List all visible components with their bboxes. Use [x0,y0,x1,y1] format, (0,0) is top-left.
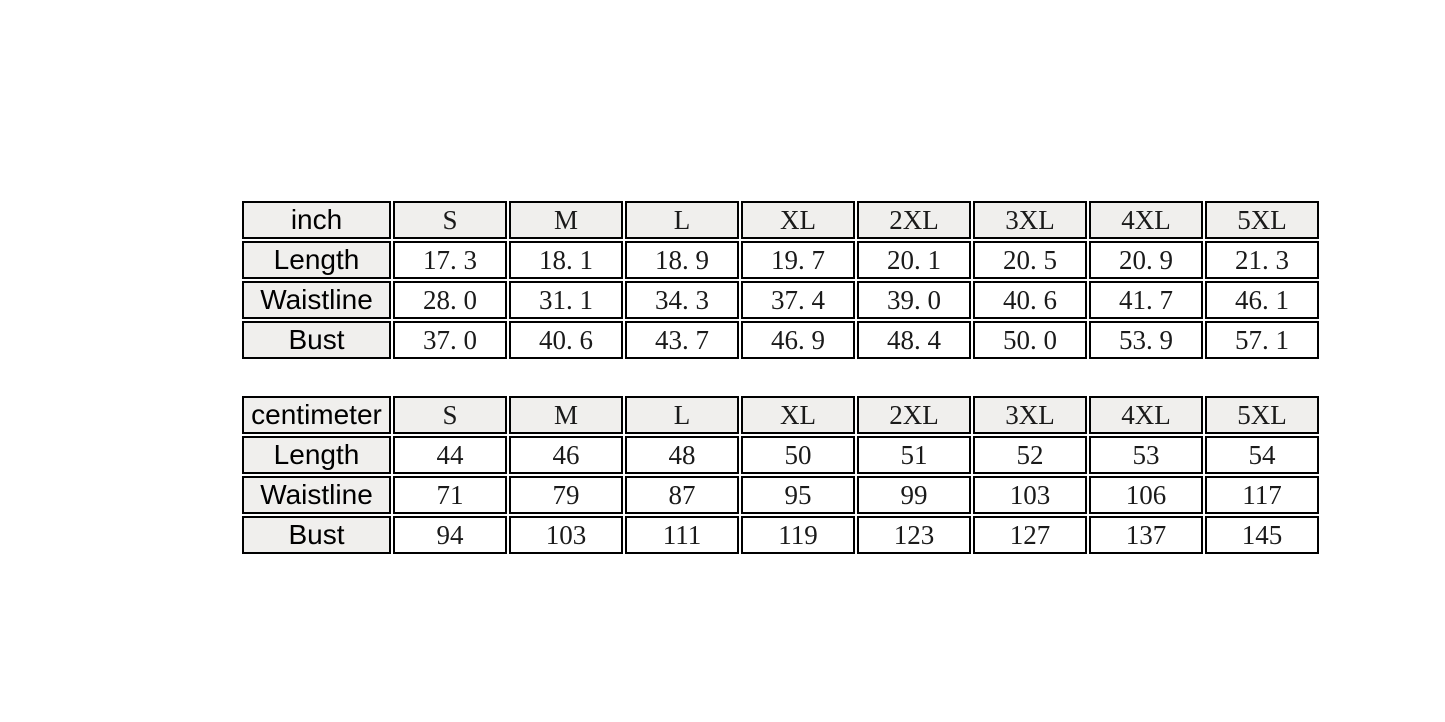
value-cell: 40. 6 [973,281,1087,319]
size-header-cell: 3XL [973,201,1087,239]
value-cell: 18. 1 [509,241,623,279]
row-label-cell: Bust [242,516,391,554]
size-header-cell: S [393,201,507,239]
value-cell: 19. 7 [741,241,855,279]
value-cell: 52 [973,436,1087,474]
value-cell: 21. 3 [1205,241,1319,279]
value-cell: 103 [509,516,623,554]
row-label-cell: Bust [242,321,391,359]
value-cell: 95 [741,476,855,514]
size-chart-inch-section: inch S M L XL 2XL 3XL 4XL 5XL Length 17. 3 18. 1 18.… [240,199,1321,361]
value-cell: 145 [1205,516,1319,554]
value-cell: 20. 1 [857,241,971,279]
header-row: centimeter S M L XL 2XL 3XL 4XL 5XL [242,396,1319,434]
value-cell: 79 [509,476,623,514]
value-cell: 111 [625,516,739,554]
value-cell: 94 [393,516,507,554]
size-header-cell: 4XL [1089,201,1203,239]
measurement-row: Waistline 71 79 87 95 99 103 106 117 [242,476,1319,514]
size-header-cell: L [625,201,739,239]
value-cell: 40. 6 [509,321,623,359]
value-cell: 51 [857,436,971,474]
value-cell: 46. 1 [1205,281,1319,319]
measurement-row: Bust 94 103 111 119 123 127 137 145 [242,516,1319,554]
size-header-cell: S [393,396,507,434]
value-cell: 53. 9 [1089,321,1203,359]
unit-header-cell: centimeter [242,396,391,434]
value-cell: 46. 9 [741,321,855,359]
value-cell: 57. 1 [1205,321,1319,359]
size-charts-container: inch S M L XL 2XL 3XL 4XL 5XL Length 17. 3 18. 1 18.… [240,199,1321,556]
value-cell: 17. 3 [393,241,507,279]
value-cell: 123 [857,516,971,554]
size-header-cell: 2XL [857,201,971,239]
row-label-cell: Length [242,241,391,279]
value-cell: 31. 1 [509,281,623,319]
size-header-cell: L [625,396,739,434]
value-cell: 46 [509,436,623,474]
value-cell: 106 [1089,476,1203,514]
row-label-cell: Waistline [242,476,391,514]
size-chart-centimeter-section: centimeter S M L XL 2XL 3XL 4XL 5XL Length 44 46 48 5… [240,394,1321,556]
value-cell: 117 [1205,476,1319,514]
value-cell: 48. 4 [857,321,971,359]
size-header-cell: XL [741,201,855,239]
value-cell: 53 [1089,436,1203,474]
size-header-cell: 5XL [1205,396,1319,434]
value-cell: 103 [973,476,1087,514]
value-cell: 54 [1205,436,1319,474]
value-cell: 71 [393,476,507,514]
size-header-cell: 4XL [1089,396,1203,434]
value-cell: 37. 0 [393,321,507,359]
value-cell: 28. 0 [393,281,507,319]
size-header-cell: M [509,201,623,239]
row-label-cell: Waistline [242,281,391,319]
row-label-cell: Length [242,436,391,474]
value-cell: 99 [857,476,971,514]
value-cell: 20. 9 [1089,241,1203,279]
size-table-inch: inch S M L XL 2XL 3XL 4XL 5XL Length 17. 3 18. 1 18.… [240,199,1321,361]
value-cell: 50. 0 [973,321,1087,359]
unit-header-cell: inch [242,201,391,239]
value-cell: 137 [1089,516,1203,554]
value-cell: 34. 3 [625,281,739,319]
measurement-row: Length 44 46 48 50 51 52 53 54 [242,436,1319,474]
size-table-centimeter: centimeter S M L XL 2XL 3XL 4XL 5XL Length 44 46 48 5… [240,394,1321,556]
value-cell: 41. 7 [1089,281,1203,319]
size-header-cell: 5XL [1205,201,1319,239]
header-row: inch S M L XL 2XL 3XL 4XL 5XL [242,201,1319,239]
size-header-cell: 3XL [973,396,1087,434]
measurement-row: Length 17. 3 18. 1 18. 9 19. 7 20. 1 20. 5 20. … [242,241,1319,279]
value-cell: 18. 9 [625,241,739,279]
value-cell: 43. 7 [625,321,739,359]
value-cell: 127 [973,516,1087,554]
value-cell: 20. 5 [973,241,1087,279]
size-header-cell: 2XL [857,396,971,434]
value-cell: 48 [625,436,739,474]
value-cell: 44 [393,436,507,474]
value-cell: 37. 4 [741,281,855,319]
size-header-cell: M [509,396,623,434]
value-cell: 119 [741,516,855,554]
value-cell: 50 [741,436,855,474]
value-cell: 39. 0 [857,281,971,319]
value-cell: 87 [625,476,739,514]
size-header-cell: XL [741,396,855,434]
